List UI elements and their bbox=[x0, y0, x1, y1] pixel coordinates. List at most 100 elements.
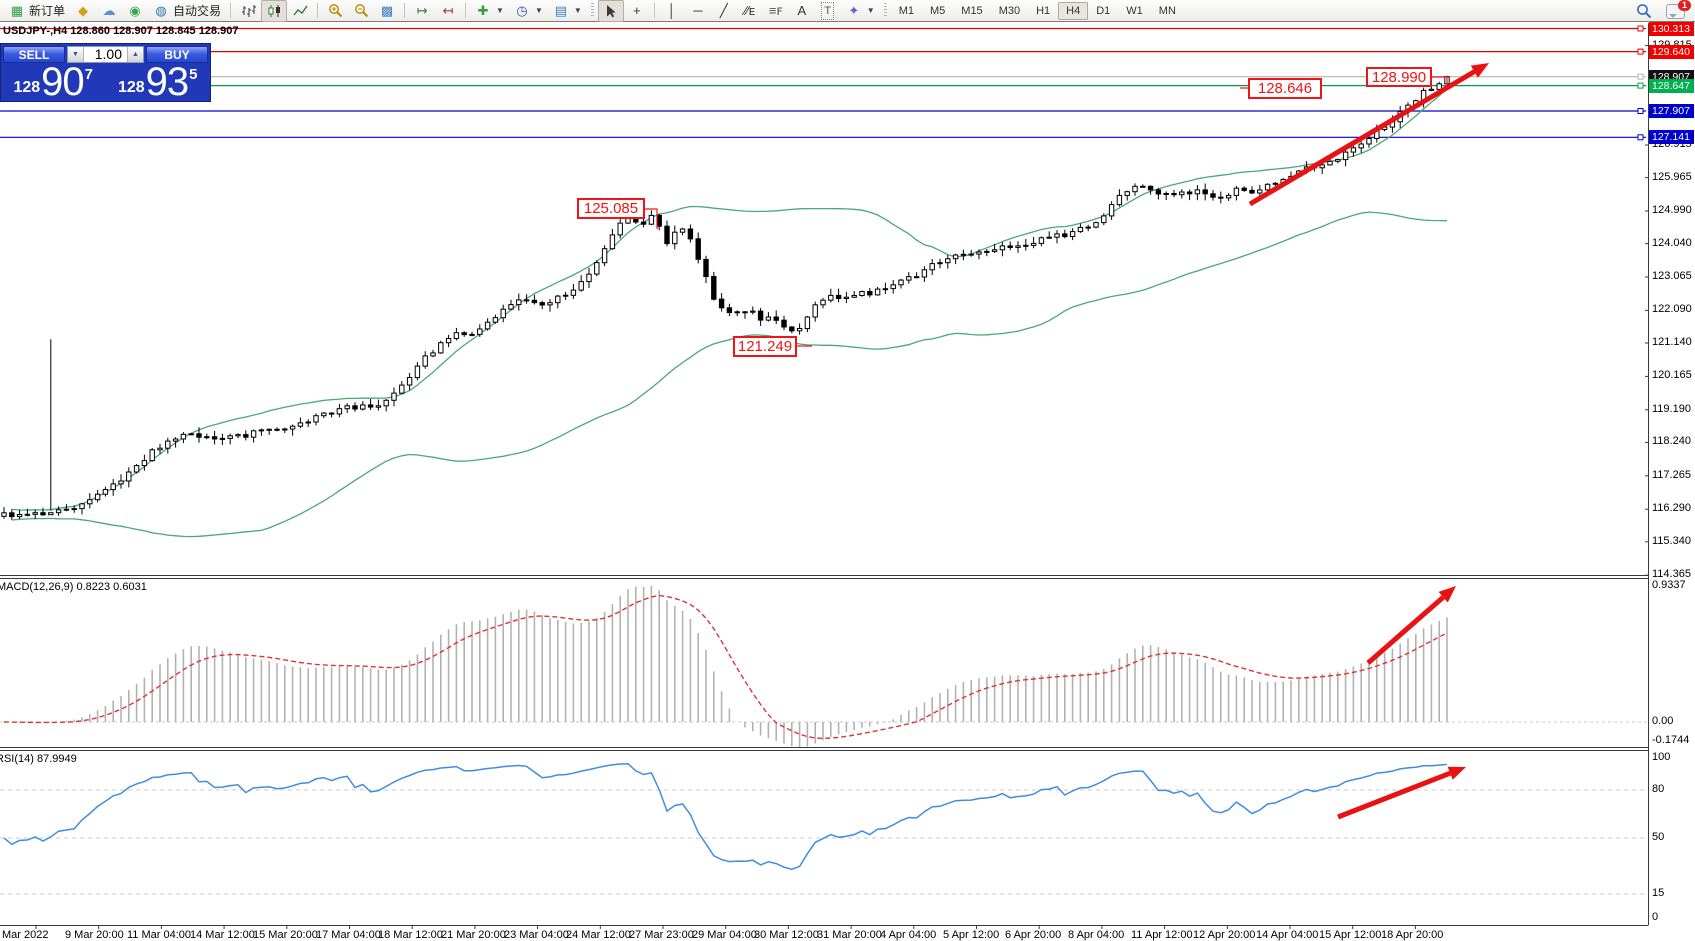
price-tick: 115.340 bbox=[1652, 535, 1691, 547]
time-axis-label: 21 Mar 20:00 bbox=[441, 929, 506, 941]
bar-chart-button[interactable] bbox=[235, 0, 261, 22]
auto-scroll-button[interactable]: ↤ bbox=[435, 0, 461, 22]
gold-ingot-icon: ◆ bbox=[78, 2, 89, 18]
volume-increase-button[interactable]: ▲ bbox=[127, 47, 143, 62]
volume-input[interactable]: 1.00 bbox=[94, 46, 122, 62]
time-axis-label: 29 Mar 04:00 bbox=[692, 929, 757, 941]
template-icon: ▤ bbox=[554, 2, 568, 18]
chat-badge: 1 bbox=[1678, 0, 1691, 11]
time-axis-label: 30 Mar 12:00 bbox=[754, 929, 819, 941]
timeframe-h4-button[interactable]: H4 bbox=[1058, 1, 1089, 20]
price-tick: 124.990 bbox=[1652, 204, 1692, 216]
candlestick-icon bbox=[266, 3, 282, 19]
price-tag: 127.141 bbox=[1649, 130, 1694, 144]
time-axis-label: 6 Apr 20:00 bbox=[1005, 929, 1062, 941]
price-tick: 123.065 bbox=[1652, 270, 1692, 282]
price-tick: 116.290 bbox=[1652, 502, 1691, 514]
crosshair-button[interactable]: + bbox=[624, 0, 650, 22]
chart-shift-button[interactable]: ↦ bbox=[409, 0, 435, 22]
time-axis-label: 23 Mar 04:00 bbox=[504, 929, 569, 941]
toolbar-separator bbox=[230, 3, 232, 18]
signals-button[interactable]: ◉ bbox=[122, 0, 148, 22]
price-tag: 127.907 bbox=[1649, 104, 1694, 118]
chat-icon[interactable]: 1 bbox=[1666, 0, 1691, 19]
price-annotation[interactable]: 125.085 bbox=[577, 198, 645, 219]
horizontal-line-button[interactable]: ─ bbox=[685, 0, 711, 22]
chart-title-ohlc: USDJPY-,H4 128.860 128.907 128.845 128.9… bbox=[3, 25, 239, 37]
time-axis-label: 18 Mar 12:00 bbox=[378, 929, 443, 941]
time-axis-label: 14 Apr 04:00 bbox=[1256, 929, 1319, 941]
vertical-line-button[interactable]: │ bbox=[659, 0, 685, 22]
chart-shift-icon: ↦ bbox=[416, 2, 428, 18]
timeframe-m1-button[interactable]: M1 bbox=[898, 4, 914, 17]
toolbar-separator bbox=[653, 3, 655, 18]
time-axis-label: 15 Apr 12:00 bbox=[1319, 929, 1382, 941]
timeframe-mn-button[interactable]: MN bbox=[1158, 4, 1176, 17]
time-axis-label: 4 Apr 04:00 bbox=[880, 929, 937, 941]
auto-trading-button[interactable]: ◍ 自动交易 bbox=[148, 0, 226, 22]
timeframe-h1-button[interactable]: H1 bbox=[1036, 4, 1051, 17]
market-button[interactable]: ◆ bbox=[70, 0, 96, 22]
sell-price-point: 7 bbox=[84, 66, 94, 83]
buy-price-big: 128 bbox=[117, 79, 145, 96]
price-annotation[interactable]: 128.990 bbox=[1366, 67, 1432, 87]
templates-button[interactable]: ▤ ▼ bbox=[548, 0, 587, 22]
macd-scale-label: 0.9337 bbox=[1652, 579, 1686, 591]
time-axis-label: 11 Mar 04:00 bbox=[127, 929, 192, 941]
price-tick: 114.365 bbox=[1652, 568, 1691, 580]
timeframe-m5-button[interactable]: M5 bbox=[930, 4, 946, 17]
search-icon[interactable] bbox=[1636, 3, 1652, 19]
price-tick: 120.165 bbox=[1652, 369, 1692, 381]
volume-stepper: ▼ 1.00 ▲ bbox=[67, 46, 144, 63]
zoom-out-button[interactable] bbox=[348, 0, 374, 22]
sell-button[interactable]: SELL bbox=[3, 46, 65, 63]
price-tag: 130.313 bbox=[1649, 22, 1694, 36]
crosshair-icon: + bbox=[633, 2, 641, 18]
clock-icon: ◷ bbox=[516, 2, 528, 18]
text-label-button[interactable]: T bbox=[815, 0, 841, 22]
timeframe-d1-button[interactable]: D1 bbox=[1096, 4, 1111, 17]
community-button[interactable]: ☁ bbox=[96, 0, 122, 22]
macd-scale-label: -0.1744 bbox=[1652, 734, 1690, 746]
line-chart-button[interactable] bbox=[287, 0, 313, 22]
fibonacci-icon: ≡ꜰ bbox=[768, 2, 783, 18]
new-order-button[interactable]: ▦ 新订单 bbox=[4, 0, 70, 22]
equidistant-channel-icon: ⁄⁄ᴇ bbox=[744, 2, 756, 18]
candlestick-chart-button[interactable] bbox=[261, 0, 288, 22]
zoom-in-button[interactable] bbox=[322, 0, 348, 22]
timeframe-m30-button[interactable]: M30 bbox=[998, 4, 1021, 17]
text-button[interactable]: A bbox=[789, 0, 815, 22]
price-tick: 119.190 bbox=[1652, 403, 1691, 415]
tile-windows-button[interactable]: ▩ bbox=[374, 0, 400, 22]
sell-price[interactable]: 128 90 7 bbox=[1, 62, 106, 102]
volume-decrease-button[interactable]: ▼ bbox=[68, 47, 84, 62]
toolbar-separator bbox=[317, 3, 319, 18]
buy-price[interactable]: 128 93 5 bbox=[106, 62, 211, 102]
macd-scale-label: 0.00 bbox=[1652, 715, 1674, 727]
channel-button[interactable]: ⁄⁄ᴇ bbox=[737, 0, 763, 22]
dropdown-caret-icon: ▼ bbox=[534, 6, 543, 15]
timeframe-w1-button[interactable]: W1 bbox=[1126, 4, 1143, 17]
buy-button[interactable]: BUY bbox=[146, 46, 208, 63]
add-indicator-icon: ✚ bbox=[477, 2, 489, 18]
auto-trading-button-label: 自动交易 bbox=[173, 4, 222, 18]
trendline-button[interactable]: ╱ bbox=[711, 0, 737, 22]
cursor-button[interactable] bbox=[597, 0, 624, 22]
price-tick: 121.140 bbox=[1652, 336, 1692, 348]
add-indicator-button[interactable]: ✚ ▼ bbox=[470, 0, 509, 22]
time-axis-label: 8 Apr 04:00 bbox=[1068, 929, 1125, 941]
price-tag: 129.640 bbox=[1649, 45, 1694, 59]
price-annotation[interactable]: 121.249 bbox=[733, 336, 797, 357]
horizontal-line-icon: ─ bbox=[693, 2, 703, 18]
text-label-icon: T bbox=[820, 1, 836, 20]
rsi-scale-label: 15 bbox=[1652, 887, 1665, 899]
time-axis-label: 31 Mar 20:00 bbox=[817, 929, 882, 941]
time-axis-label: Mar 2022 bbox=[2, 929, 49, 941]
fibonacci-button[interactable]: ≡ꜰ bbox=[763, 0, 789, 22]
timeframe-m15-button[interactable]: M15 bbox=[961, 4, 983, 17]
periods-button[interactable]: ◷ ▼ bbox=[509, 0, 548, 22]
price-annotation[interactable]: 128.646 bbox=[1248, 78, 1322, 99]
shapes-button[interactable]: ✦ ▼ bbox=[841, 0, 880, 22]
